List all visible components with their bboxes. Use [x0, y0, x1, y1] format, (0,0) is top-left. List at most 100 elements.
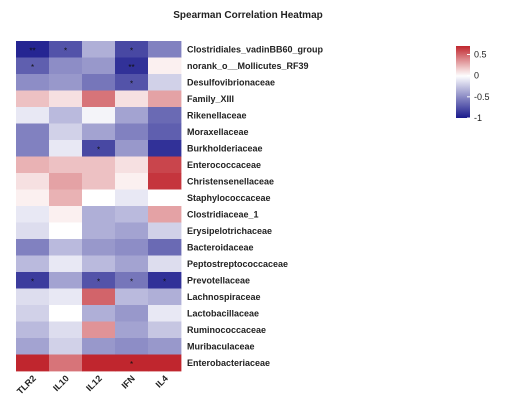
row-label: Staphylococcaceae [187, 193, 271, 203]
heatmap-cell [49, 338, 83, 355]
heatmap-cell [148, 156, 182, 174]
heatmap-cell [16, 321, 50, 339]
heatmap-cell [82, 123, 116, 141]
heatmap-cell [148, 305, 182, 322]
heatmap-cell [148, 57, 182, 75]
significance-mark: * [163, 277, 166, 286]
significance-mark: * [130, 360, 133, 369]
heatmap-cell [82, 173, 116, 190]
heatmap-cell [49, 288, 83, 306]
legend-tick-label: -0.5 [474, 92, 490, 102]
heatmap-cell [82, 305, 116, 322]
heatmap-cell [16, 156, 50, 174]
heatmap-cell [49, 206, 83, 223]
heatmap-cell [148, 107, 182, 124]
row-label: norank_o__Mollicutes_RF39 [187, 61, 309, 71]
heatmap-cell [148, 338, 182, 355]
heatmap-cell [16, 189, 50, 207]
heatmap-cell [115, 305, 149, 322]
heatmap-cell [148, 239, 182, 256]
heatmap-cell [115, 123, 149, 141]
heatmap-cell [148, 189, 182, 207]
heatmap-cell [49, 74, 83, 91]
heatmap-cell [16, 74, 50, 91]
heatmap-cell [16, 222, 50, 240]
significance-mark: * [31, 277, 34, 286]
heatmap-cell [16, 305, 50, 322]
heatmap-cell [82, 90, 116, 108]
heatmap-cell [115, 272, 149, 289]
heatmap-cell [115, 354, 149, 372]
heatmap-cell [16, 57, 50, 75]
heatmap-cell [49, 41, 83, 58]
heatmap-cell [115, 74, 149, 91]
column-label: IL10 [51, 373, 71, 393]
heatmap-cell [148, 173, 182, 190]
heatmap-cell [82, 140, 116, 157]
row-label: Rikenellaceae [187, 110, 247, 120]
heatmap-cell [16, 354, 50, 372]
heatmap-cell [82, 206, 116, 223]
significance-mark: * [64, 46, 67, 55]
heatmap-cell [82, 41, 116, 58]
heatmap-cell [148, 140, 182, 157]
heatmap-cell [49, 321, 83, 339]
heatmap-cell [82, 338, 116, 355]
row-label: Christensenellaceae [187, 176, 274, 186]
row-label: Clostridiaceae_1 [187, 209, 259, 219]
legend-ticks: 0.5 0 -0.5 -1 [467, 49, 490, 123]
significance-marks: ** * ** ***** * * ** [29, 46, 166, 369]
heatmap-cell [148, 222, 182, 240]
heatmap-cell [49, 222, 83, 240]
significance-mark: * [130, 79, 133, 88]
row-label: Peptostreptococcaceae [187, 259, 288, 269]
heatmap-cell [82, 156, 116, 174]
heatmap-cell [49, 239, 83, 256]
heatmap-cell [16, 338, 50, 355]
heatmap-cell [148, 288, 182, 306]
row-label: Muribaculaceae [187, 341, 255, 351]
heatmap-cell [16, 140, 50, 157]
heatmap-cell [115, 57, 149, 75]
column-labels: TLR2 IL10 IL12 IFN IL4 [15, 373, 170, 396]
significance-mark: ** [128, 63, 134, 72]
legend-tick-label: 0.5 [474, 49, 487, 59]
heatmap-cell [49, 123, 83, 141]
row-label: Prevotellaceae [187, 275, 250, 285]
column-label: IL12 [84, 373, 104, 393]
heatmap-cell [82, 354, 116, 372]
heatmap-cell [49, 173, 83, 190]
row-label: Family_XIII [187, 94, 234, 104]
row-label: Enterococcaceae [187, 160, 261, 170]
heatmap-cell [148, 74, 182, 91]
heatmap-cell [82, 107, 116, 124]
heatmap-cell [16, 272, 50, 289]
heatmap-cell [115, 189, 149, 207]
row-label: Clostridiales_vadinBB60_group [187, 44, 324, 54]
heatmap-cell [82, 74, 116, 91]
significance-mark: * [130, 46, 133, 55]
heatmap-cell [82, 239, 116, 256]
heatmap-cell [115, 140, 149, 157]
heatmap-cell [115, 173, 149, 190]
row-label: Lactobacillaceae [187, 308, 259, 318]
heatmap-cell [16, 206, 50, 223]
heatmap-cell [16, 123, 50, 141]
significance-mark: ** [29, 46, 35, 55]
heatmap-cell [49, 140, 83, 157]
heatmap-cell [49, 90, 83, 108]
heatmap-cell [148, 90, 182, 108]
heatmap-cell [148, 255, 182, 273]
significance-mark: * [130, 277, 133, 286]
heatmap-cell [82, 272, 116, 289]
row-label: Bacteroidaceae [187, 242, 254, 252]
legend-tick-label: 0 [474, 71, 479, 81]
significance-mark: * [97, 145, 100, 154]
heatmap-cell [49, 57, 83, 75]
legend-tick-label: -1 [474, 113, 482, 123]
heatmap-cell [49, 255, 83, 273]
heatmap-cell [82, 288, 116, 306]
heatmap-cell [49, 272, 83, 289]
heatmap-cell [148, 41, 182, 58]
